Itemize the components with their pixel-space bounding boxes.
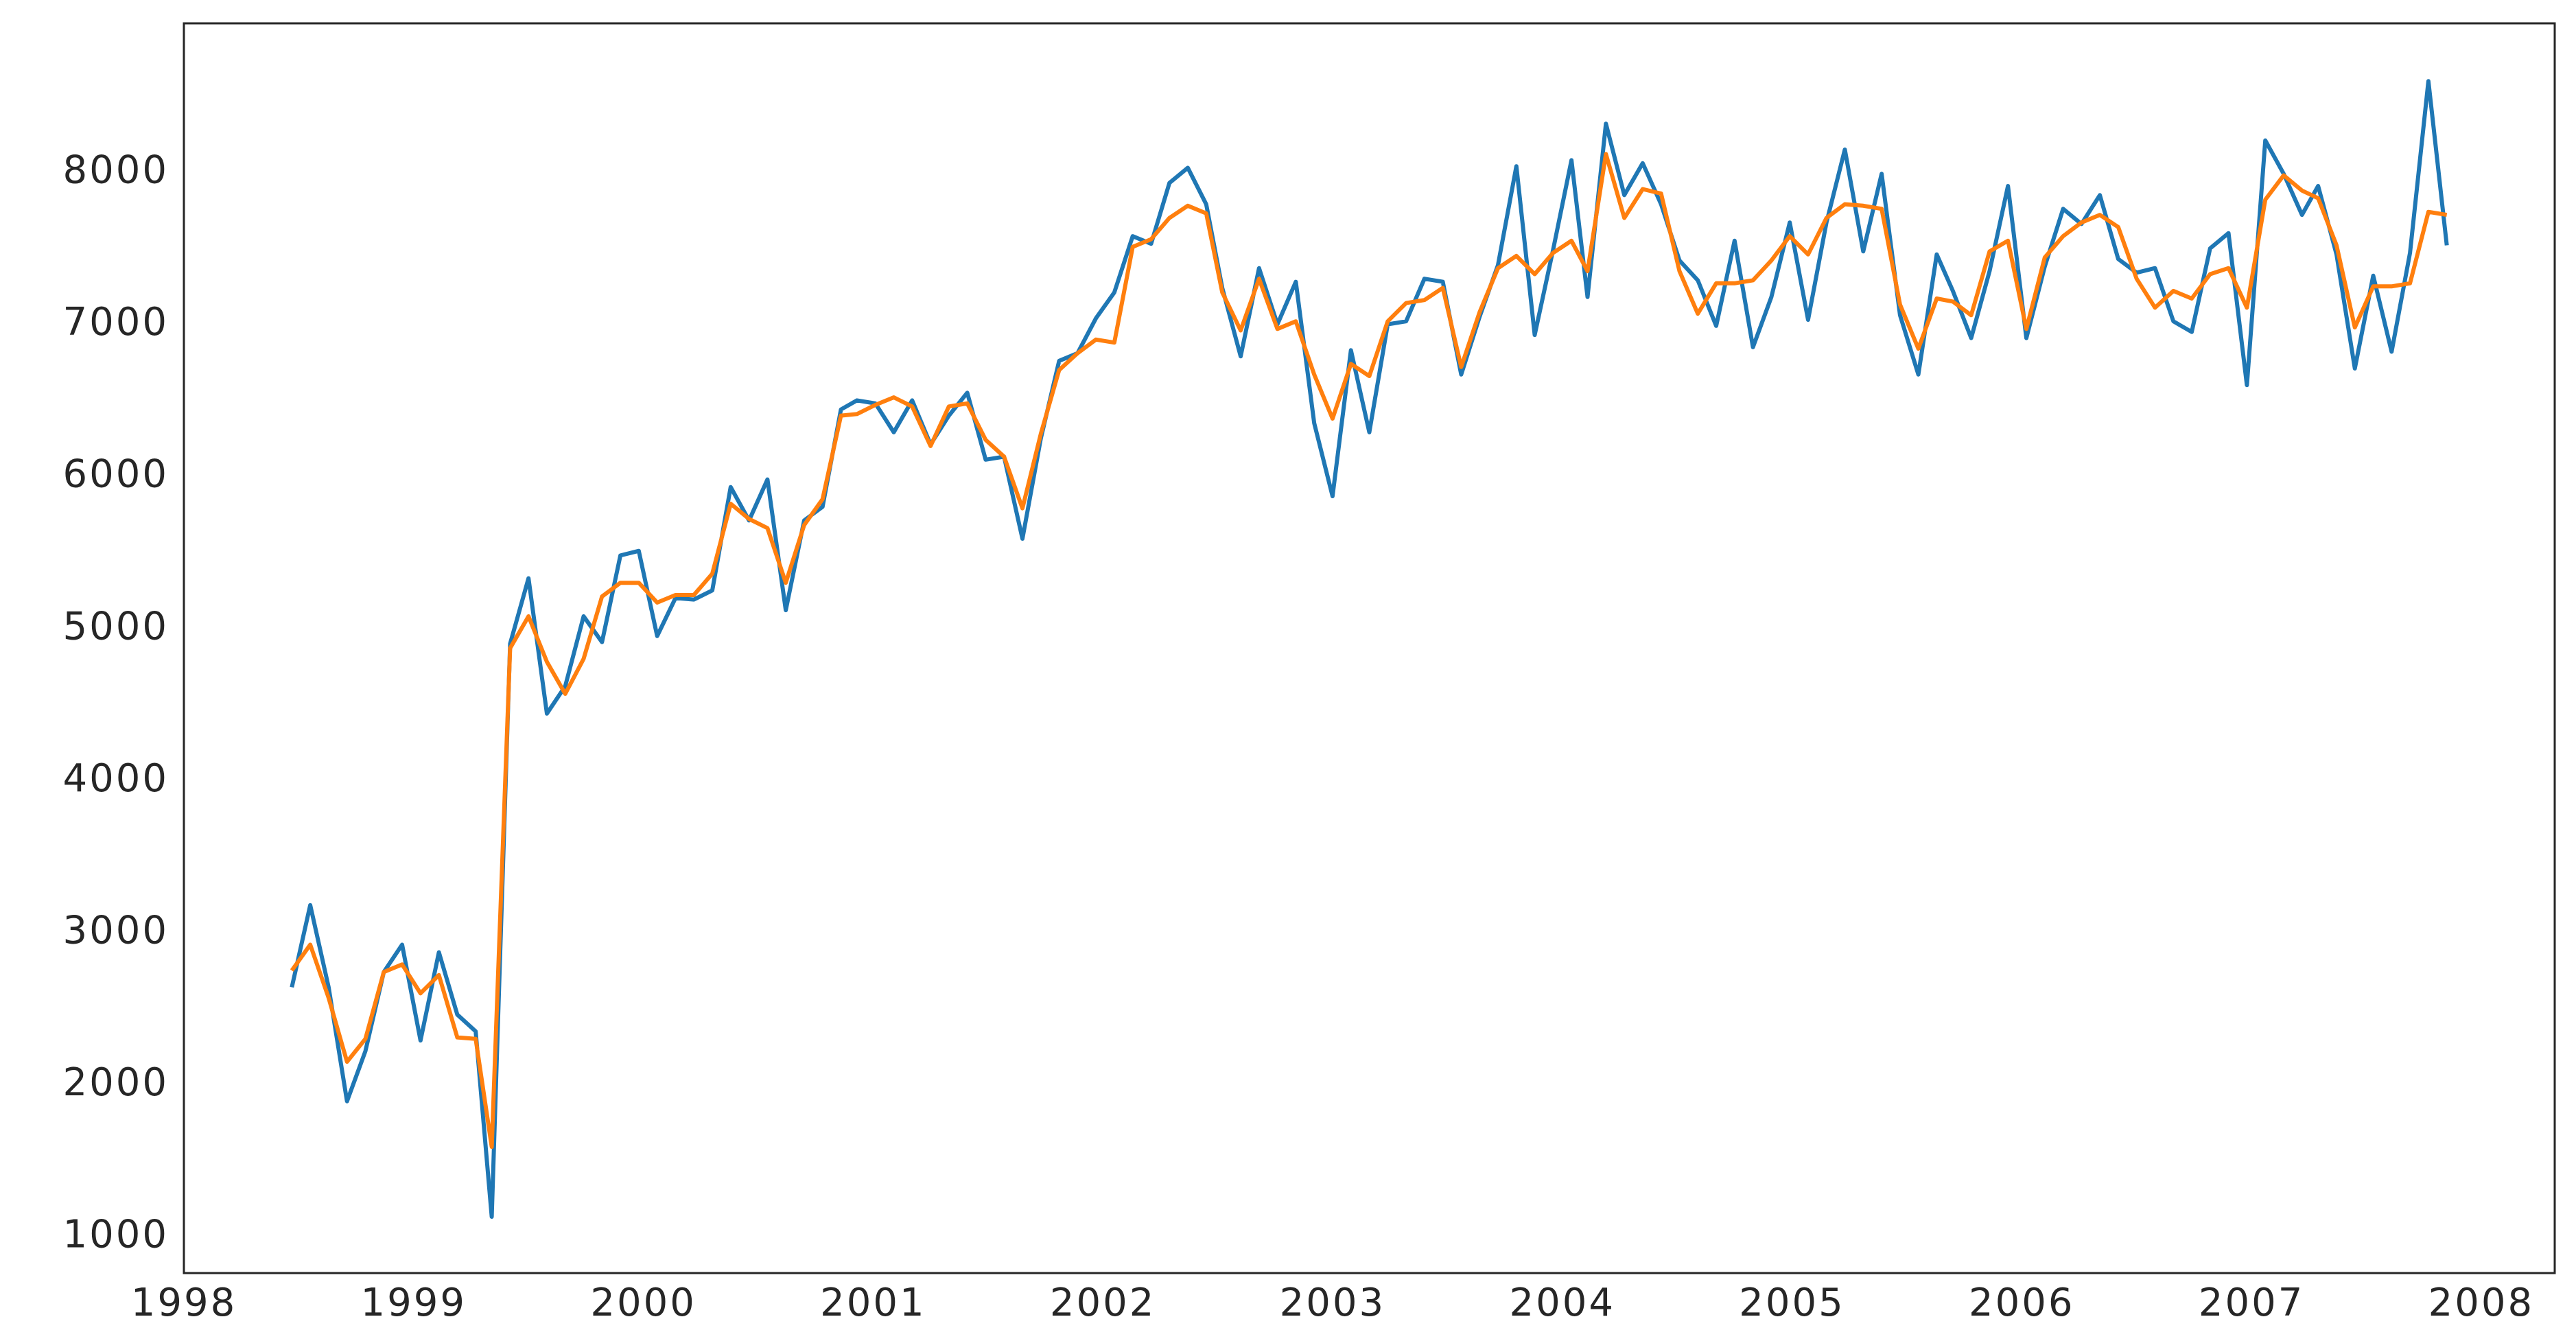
y-tick-label: 4000 <box>62 756 169 801</box>
series-line <box>290 79 2449 1219</box>
x-tick-label: 2003 <box>1280 1281 1386 1325</box>
x-tick-label: 2006 <box>1969 1281 2075 1325</box>
x-tick-label: 1998 <box>131 1281 237 1325</box>
plot-frame <box>183 22 2556 1274</box>
x-tick-label: 2005 <box>1739 1281 1845 1325</box>
y-tick-label: 6000 <box>62 452 169 497</box>
x-tick-label: 2008 <box>2428 1281 2535 1325</box>
y-tick-label: 5000 <box>62 604 169 649</box>
x-tick-label: 2001 <box>820 1281 926 1325</box>
x-tick-label: 2004 <box>1509 1281 1615 1325</box>
y-tick-label: 1000 <box>62 1212 169 1257</box>
x-tick-label: 2002 <box>1050 1281 1156 1325</box>
x-tick-label: 1999 <box>361 1281 467 1325</box>
x-tick-label: 2000 <box>590 1281 696 1325</box>
x-tick-label: 2007 <box>2199 1281 2305 1325</box>
y-tick-label: 8000 <box>62 148 169 193</box>
y-tick-label: 2000 <box>62 1060 169 1105</box>
y-tick-label: 7000 <box>62 300 169 345</box>
series-line <box>290 152 2448 1150</box>
y-tick-label: 3000 <box>62 908 169 953</box>
